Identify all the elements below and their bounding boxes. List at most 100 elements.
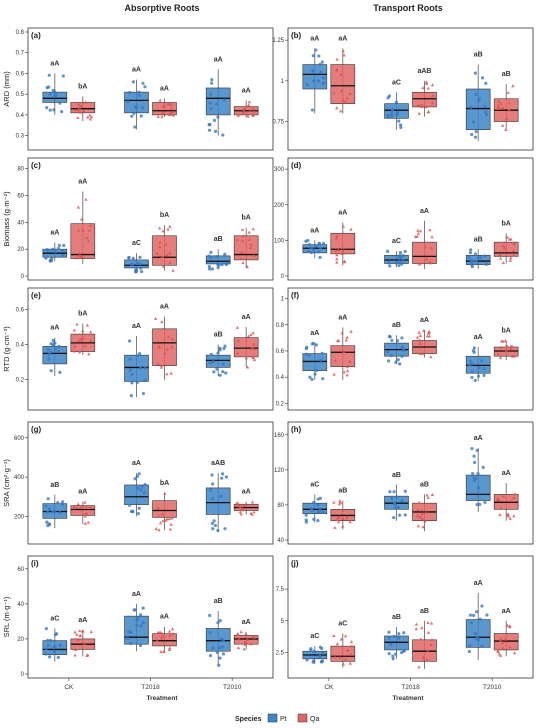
point-qa [160,115,164,119]
point-pt [212,118,217,122]
point-qa [153,316,158,321]
point-pt [473,378,477,383]
point-qa [252,347,256,351]
legend: Species Pt Qa [235,713,319,723]
point-pt [394,652,398,656]
point-pt [129,368,133,372]
y-tick-label: 1 [281,297,285,303]
y-tick-label: 0.4 [16,343,25,349]
point-qa [159,365,164,369]
point-pt [49,638,53,643]
point-qa [338,655,342,659]
box-qa [152,633,177,647]
point-qa [79,254,83,258]
x-axis-title-left: Treatment [146,695,178,702]
point-qa [430,637,434,641]
point-qa [78,110,82,114]
point-qa [89,338,93,342]
point-qa [249,242,253,246]
point-qa [509,344,513,348]
point-pt [220,476,224,480]
point-pt [136,511,141,516]
point-qa [430,101,435,105]
point-qa [235,501,239,505]
point-qa [236,113,241,117]
point-pt [390,115,394,119]
point-pt [311,341,316,346]
point-qa [244,356,249,360]
point-qa [250,500,255,504]
point-pt [312,659,316,663]
point-qa [76,205,81,209]
panel-tag: (d) [291,161,302,170]
point-qa [421,525,425,529]
point-qa [74,256,79,260]
point-pt [210,81,214,85]
point-pt [46,497,50,501]
point-pt [215,102,219,106]
significance-label: bA [78,311,87,318]
point-pt [392,501,397,505]
point-pt [472,350,476,354]
point-pt [473,71,477,75]
y-tick-label: 1.25 [272,38,284,44]
point-pt [132,608,136,612]
point-qa [413,234,418,238]
point-qa [498,356,503,360]
point-qa [416,103,421,107]
significance-label: aA [50,325,59,332]
point-pt [210,473,214,477]
significance-label: bA [160,480,169,487]
point-qa [414,622,419,626]
point-qa [165,347,170,351]
point-qa [86,520,90,524]
significance-label: aA [242,489,251,496]
point-pt [395,111,400,115]
point-qa [349,640,354,644]
point-qa [349,329,353,333]
significance-label: aC [50,615,59,622]
panel-tag: (a) [31,31,41,40]
point-pt [476,374,481,378]
point-pt [131,256,135,260]
point-qa [83,100,88,104]
point-qa [248,107,253,111]
significance-label: aB [50,482,59,489]
point-qa [158,521,163,525]
point-pt [51,342,56,347]
point-pt [398,362,402,366]
point-pt [401,259,405,263]
box-qa [412,241,437,264]
point-qa [156,362,160,366]
point-pt [483,105,487,109]
box-qa [330,345,356,367]
point-qa [506,90,510,94]
point-pt [468,644,472,648]
point-pt [132,111,136,115]
point-pt [131,510,135,514]
point-pt [385,249,390,253]
point-pt [139,114,143,118]
point-qa [251,106,256,110]
point-qa [497,99,501,103]
significance-label: aA [420,208,429,215]
point-qa [243,640,247,644]
point-qa [340,251,345,255]
point-qa [166,334,171,339]
point-pt [209,255,213,259]
point-pt [213,523,218,528]
point-pt [216,351,220,355]
point-pt [399,256,403,260]
point-pt [210,267,215,271]
point-qa [247,237,252,241]
point-pt [211,360,215,364]
point-qa [333,525,337,529]
point-qa [160,255,165,259]
point-qa [88,113,92,117]
point-pt [139,613,143,617]
significance-label: aA [214,56,223,63]
point-pt [139,266,143,270]
significance-label: aA [242,619,251,626]
point-qa [513,492,517,496]
point-pt [135,474,139,478]
